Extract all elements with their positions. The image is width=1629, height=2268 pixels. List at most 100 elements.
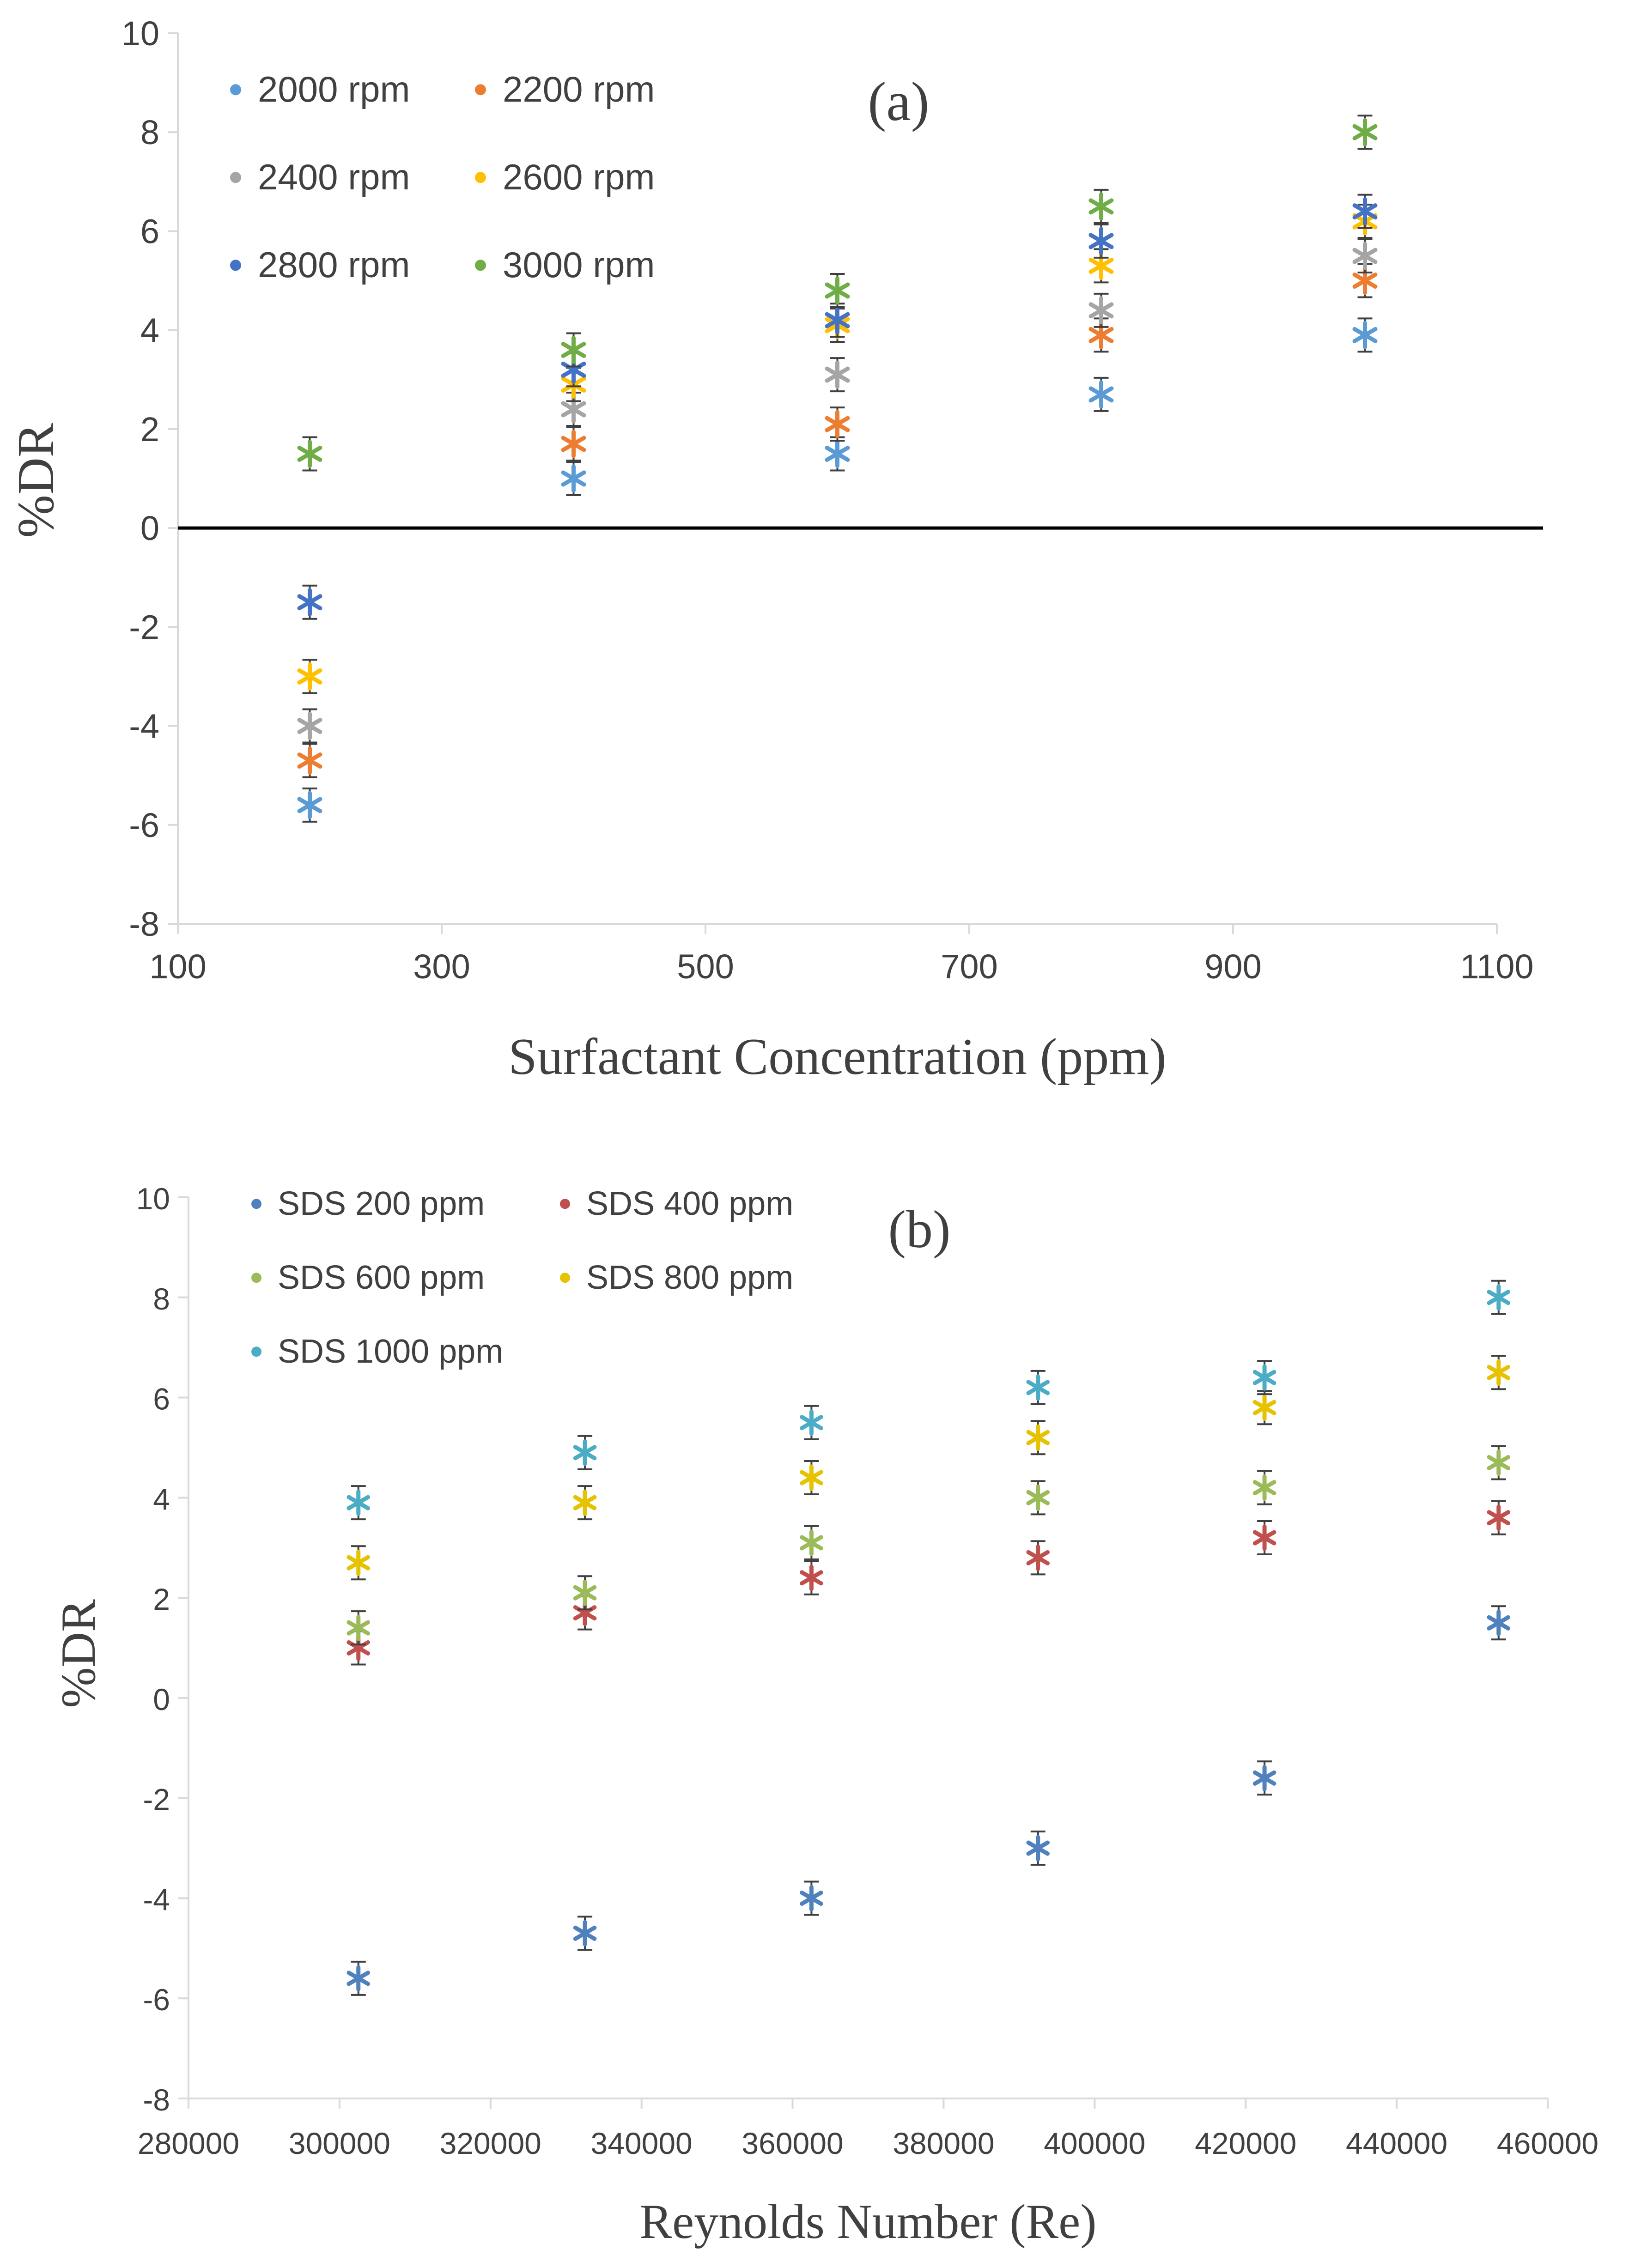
legend-entry-label: SDS 200 ppm: [278, 1185, 485, 1222]
legend-entry-label: 3000 rpm: [503, 244, 655, 285]
legend-entry-label: 2800 rpm: [258, 244, 410, 285]
data-point: [1026, 1484, 1050, 1511]
data-point: [1487, 1504, 1511, 1531]
x-tick-label: 340000: [591, 2126, 693, 2160]
y-tick-label: 4: [140, 311, 159, 350]
data-point: [825, 360, 850, 389]
data-point: [573, 1439, 597, 1466]
x-tick-label: 100: [149, 947, 206, 986]
data-point: [1252, 1765, 1276, 1791]
legend-marker: [230, 260, 241, 271]
data-point: [1026, 1835, 1050, 1862]
data-point: [800, 1529, 823, 1556]
y-tick-label: 0: [140, 509, 159, 547]
data-point: [346, 1549, 371, 1576]
data-point: [573, 1579, 597, 1606]
chart-panel-a: -8 -6 -4 -2 0 2 4 6 8 10 100 300 500 700 900 1100 Surfac…: [7, 14, 1543, 1085]
legend-entry-label: SDS 400 ppm: [586, 1185, 793, 1222]
y-axis-label: %DR: [7, 423, 65, 538]
data-point: [346, 1489, 371, 1516]
panel-label: (b): [888, 1200, 950, 1259]
x-tick-label: 400000: [1044, 2126, 1145, 2160]
legend-marker: [560, 1273, 570, 1283]
data-point: [1088, 192, 1114, 221]
data-point: [346, 1614, 371, 1641]
legend-marker: [230, 172, 241, 183]
y-tick-label: 0: [153, 1682, 170, 1716]
data-point: [1252, 1524, 1276, 1551]
data-point: [297, 791, 322, 819]
data-point: [1352, 118, 1378, 146]
x-tick-label: 440000: [1346, 2126, 1447, 2160]
data-point: [825, 410, 850, 438]
y-tick-label: 6: [140, 212, 159, 250]
data-point: [1026, 1374, 1050, 1401]
x-tick-label: 460000: [1497, 2126, 1599, 2160]
legend-marker: [251, 1199, 261, 1209]
legend-entry-label: SDS 600 ppm: [278, 1259, 485, 1296]
x-tick-label: 1100: [1460, 947, 1533, 986]
data-point: [561, 464, 586, 493]
chart-panel-b: -8 -6 -4 -2 0 2 4 6 8 10 280000 300000 320000 340000 3…: [51, 1182, 1599, 2249]
panel-label: (a): [868, 71, 929, 132]
x-tick-label: 300: [413, 947, 470, 986]
data-point: [1026, 1424, 1050, 1451]
x-tick-label: 280000: [138, 2126, 239, 2160]
data-point: [561, 430, 586, 458]
y-tick-label: -8: [129, 905, 159, 943]
legend-marker: [475, 260, 486, 271]
data-point: [297, 439, 322, 468]
x-tick-label: 500: [677, 947, 734, 986]
y-tick-label: 8: [153, 1282, 170, 1316]
data-point: [561, 336, 586, 364]
legend-marker: [475, 84, 486, 96]
x-tick-label: 420000: [1195, 2126, 1296, 2160]
data-point: [297, 712, 322, 740]
legend-marker: [560, 1199, 570, 1209]
data-point: [1487, 1609, 1511, 1636]
x-tick-label: 320000: [440, 2126, 541, 2160]
data-point: [1252, 1394, 1276, 1421]
y-tick-label: 2: [153, 1582, 170, 1616]
y-tick-label: -6: [143, 1983, 170, 2017]
data-point: [1026, 1544, 1050, 1571]
data-point: [297, 746, 322, 775]
data-point: [1088, 380, 1114, 409]
data-point: [800, 1565, 823, 1591]
legend-entry-label: 2600 rpm: [503, 157, 655, 197]
y-tick-label: 10: [136, 1182, 170, 1216]
legend-entry-label: SDS 1000 ppm: [278, 1333, 503, 1370]
data-point: [1487, 1359, 1511, 1386]
x-axis-label: Reynolds Number (Re): [639, 2195, 1096, 2249]
data-point: [800, 1885, 823, 1911]
y-tick-label: -4: [143, 1882, 170, 1916]
legend-entry-label: 2000 rpm: [258, 69, 410, 109]
data-point: [1088, 227, 1114, 255]
data-point: [1252, 1364, 1276, 1391]
x-axis-label: Surfactant Concentration (ppm): [508, 1028, 1166, 1085]
y-tick-label: 10: [122, 14, 159, 53]
legend-marker: [230, 84, 241, 96]
data-point: [825, 276, 850, 305]
legend-marker: [475, 172, 486, 183]
legend-entry-label: 2400 rpm: [258, 157, 410, 197]
data-point: [1352, 321, 1378, 349]
y-tick-label: -6: [129, 806, 159, 844]
y-tick-label: 4: [153, 1482, 170, 1516]
data-point: [346, 1965, 371, 1992]
data-point: [1088, 296, 1114, 325]
data-point: [825, 306, 850, 334]
data-point: [825, 439, 850, 468]
data-point: [800, 1464, 823, 1491]
x-tick-label: 360000: [742, 2126, 843, 2160]
y-tick-label: -4: [129, 707, 159, 746]
data-point: [1352, 197, 1378, 226]
data-point: [297, 662, 322, 691]
legend-entry-label: 2200 rpm: [503, 69, 655, 109]
y-tick-label: -2: [129, 608, 159, 646]
y-tick-label: -8: [143, 2083, 170, 2117]
data-point: [1352, 242, 1378, 270]
x-tick-label: 900: [1204, 947, 1261, 986]
data-point: [1487, 1449, 1511, 1476]
legend-marker: [251, 1273, 261, 1283]
